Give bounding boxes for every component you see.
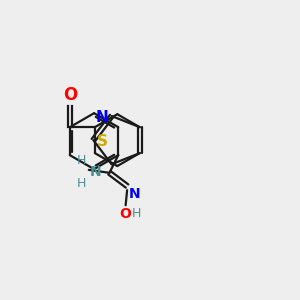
Text: H: H (132, 207, 142, 220)
Text: S: S (97, 134, 108, 149)
Text: O: O (63, 85, 77, 103)
Text: N: N (96, 110, 109, 125)
Text: N: N (90, 165, 102, 179)
Text: O: O (120, 207, 132, 221)
Text: H: H (77, 177, 86, 190)
Text: H: H (77, 154, 86, 167)
Text: N: N (128, 187, 140, 201)
